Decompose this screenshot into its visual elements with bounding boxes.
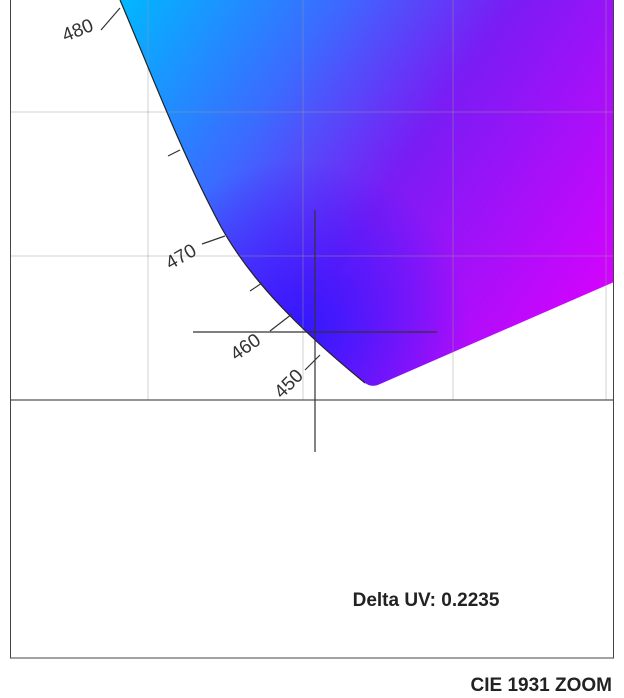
caption: CIE 1931 ZOOM xyxy=(471,675,613,696)
plot: 480 470 460 450 xyxy=(10,0,614,452)
wavelength-label: 460 xyxy=(227,330,265,365)
wavelength-label: 480 xyxy=(59,15,96,46)
frame xyxy=(10,0,614,659)
gamut-shade xyxy=(120,0,614,386)
grid xyxy=(10,0,614,400)
crosshair xyxy=(193,210,437,452)
wavelength-label: 450 xyxy=(270,365,307,402)
locus-ticks xyxy=(100,7,321,371)
wavelength-label: 470 xyxy=(162,240,200,274)
delta-uv: Delta UV: 0.2235 xyxy=(353,590,500,611)
